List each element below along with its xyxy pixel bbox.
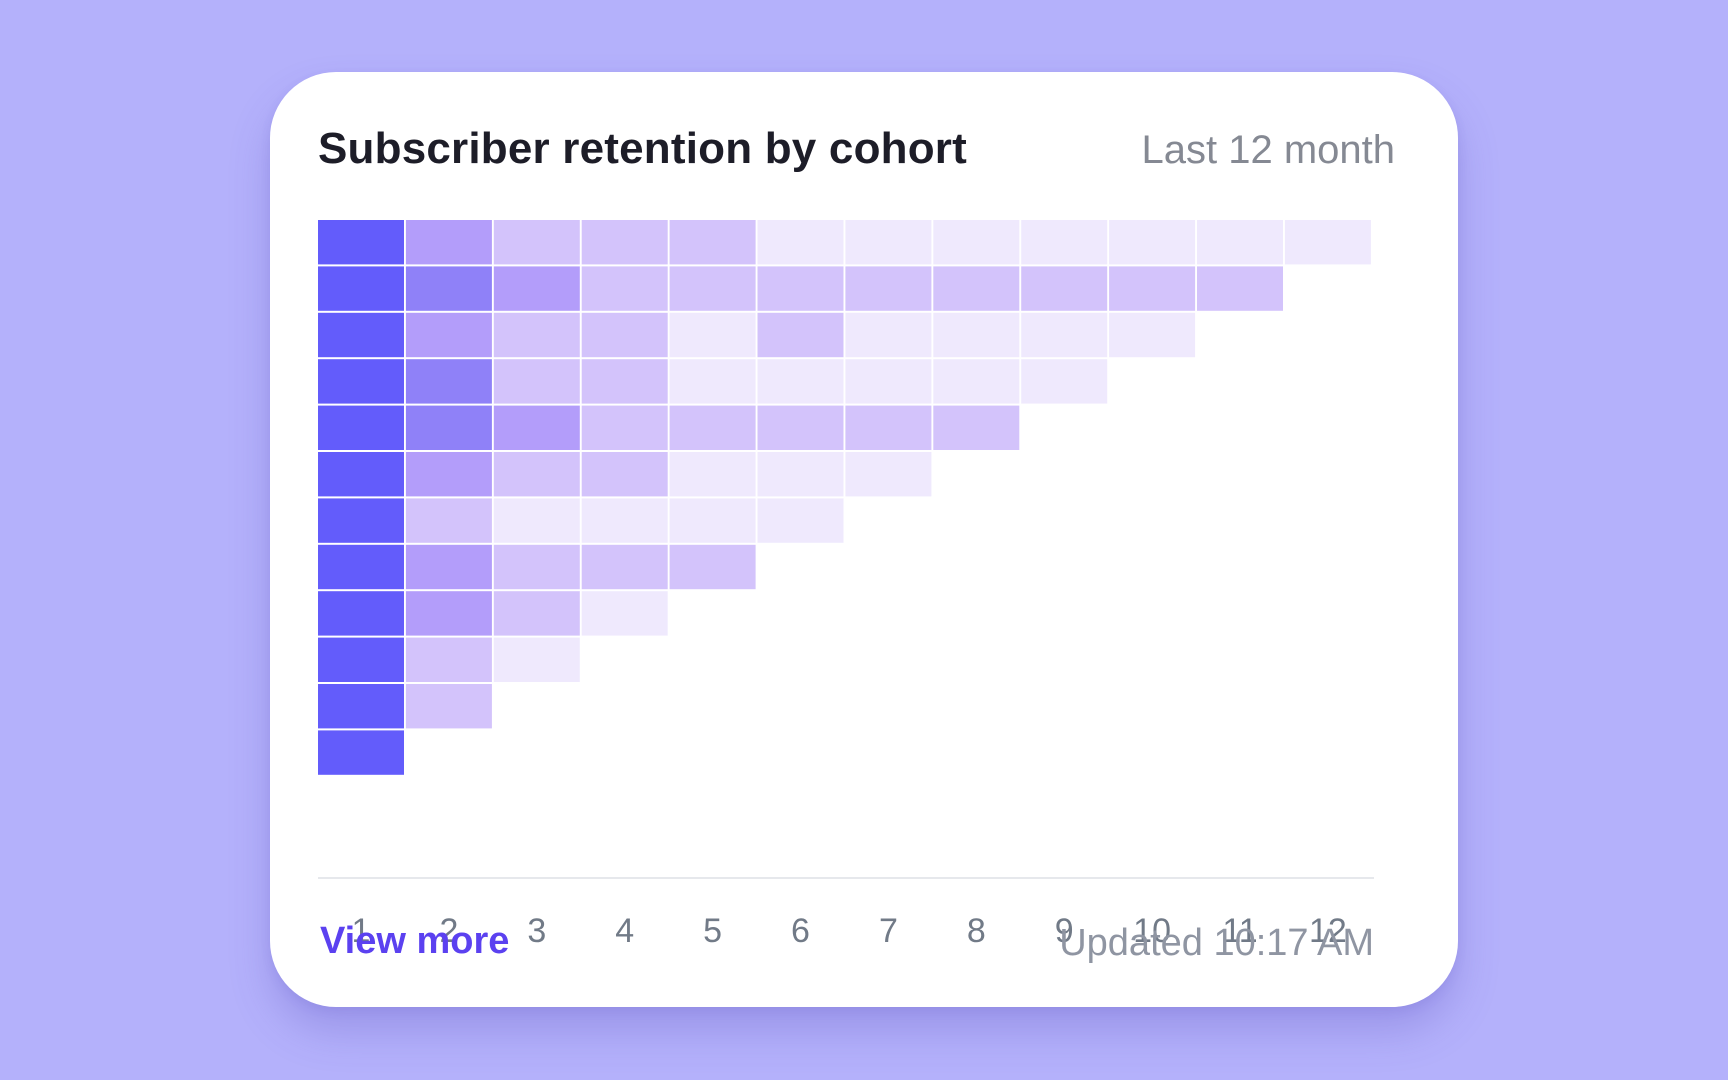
heatmap-cell (405, 359, 492, 404)
view-more-link[interactable]: View more (320, 920, 510, 962)
heatmap-cell (493, 591, 580, 636)
heatmap-cell (493, 544, 580, 590)
heatmap-cell (845, 220, 932, 265)
x-axis-tick-labels: 1 2 3 4 5 6 7 8 9 10 11 12 (352, 912, 1347, 950)
heatmap-cell (405, 684, 492, 729)
heatmap-cell (757, 220, 844, 265)
x-tick-label: 9 (1055, 912, 1074, 950)
heatmap-cell (581, 591, 668, 636)
heatmap-cell (1021, 220, 1108, 265)
heatmap-cell (318, 544, 404, 590)
heatmap-cell (493, 405, 580, 450)
heatmap-cell (845, 266, 932, 311)
card-title: Subscriber retention by cohort (318, 124, 967, 173)
heatmap-cell (405, 498, 492, 543)
heatmap-cell (757, 359, 844, 404)
heatmap-cell (1021, 312, 1108, 358)
heatmap-cell (1197, 266, 1283, 311)
heatmap-cell (581, 498, 668, 543)
heatmap-cell (493, 498, 580, 543)
heatmap-cell (581, 359, 668, 404)
x-tick-label: 1 (352, 912, 371, 950)
heatmap-cell (318, 312, 404, 358)
heatmap-cell (581, 405, 668, 450)
x-tick-label: 10 (1133, 912, 1171, 950)
x-tick-label: 3 (527, 912, 546, 950)
heatmap-cell (669, 498, 756, 543)
heatmap-cell (757, 405, 844, 450)
heatmap-cell (405, 637, 492, 682)
heatmap-cell (405, 220, 492, 265)
heatmap-cell (493, 220, 580, 265)
heatmap-cells (318, 220, 1371, 775)
heatmap-cell (318, 637, 404, 682)
heatmap-cell (757, 266, 844, 311)
heatmap-cell (1109, 220, 1196, 265)
updated-timestamp: Updated 10:17 AM (1059, 922, 1374, 964)
heatmap-cell (318, 498, 404, 543)
heatmap-cell (757, 452, 844, 497)
heatmap-cell (581, 220, 668, 265)
heatmap-cell (669, 452, 756, 497)
x-tick-label: 12 (1309, 912, 1347, 950)
heatmap-cell (1284, 220, 1371, 265)
heatmap-cell (669, 312, 756, 358)
heatmap-cell (405, 544, 492, 590)
heatmap-cell (493, 312, 580, 358)
heatmap-cell (1109, 266, 1196, 311)
heatmap-cell (405, 266, 492, 311)
heatmap-cell (318, 266, 404, 311)
heatmap-cell (493, 266, 580, 311)
heatmap-cell (933, 405, 1020, 450)
heatmap-cell (318, 591, 404, 636)
heatmap-cell (669, 544, 756, 590)
heatmap-cell (581, 266, 668, 311)
heatmap-cell (1021, 359, 1108, 404)
heatmap-cell (318, 405, 404, 450)
heatmap-cell (669, 359, 756, 404)
heatmap-cell (669, 266, 756, 311)
x-tick-label: 7 (879, 912, 898, 950)
heatmap-cell (318, 220, 404, 265)
heatmap-cell (669, 405, 756, 450)
heatmap-cell (405, 452, 492, 497)
retention-card: Subscriber retention by cohort Last 12 m… (270, 72, 1458, 1007)
x-tick-label: 11 (1222, 912, 1257, 950)
heatmap-cell (757, 498, 844, 543)
heatmap-cell (845, 405, 932, 450)
heatmap-cell (493, 637, 580, 682)
heatmap-cell (933, 266, 1020, 311)
x-tick-label: 5 (703, 912, 722, 950)
heatmap-cell (405, 312, 492, 358)
heatmap-cell (845, 312, 932, 358)
heatmap-cell (581, 312, 668, 358)
x-tick-label: 6 (791, 912, 810, 950)
heatmap-cell (581, 452, 668, 497)
heatmap-cell (318, 730, 404, 775)
period-label: Last 12 month (1141, 128, 1396, 172)
x-tick-label: 2 (439, 912, 458, 950)
heatmap-cell (669, 220, 756, 265)
heatmap-cell (405, 591, 492, 636)
heatmap-cell (318, 452, 404, 497)
heatmap-cell (1021, 266, 1108, 311)
heatmap-cell (318, 684, 404, 729)
heatmap-cell (493, 452, 580, 497)
x-tick-label: 8 (967, 912, 986, 950)
heatmap-cell (845, 359, 932, 404)
heatmap-cell (933, 359, 1020, 404)
heatmap-cell (933, 312, 1020, 358)
heatmap-cell (1109, 312, 1196, 358)
heatmap-cell (581, 544, 668, 590)
heatmap-cell (757, 312, 844, 358)
heatmap-cell (933, 220, 1020, 265)
heatmap-cell (318, 359, 404, 404)
heatmap-cell (493, 359, 580, 404)
x-tick-label: 4 (615, 912, 634, 950)
cohort-heatmap: 1 2 3 4 5 6 7 8 9 10 11 12 (318, 220, 1374, 950)
heatmap-cell (845, 452, 932, 497)
heatmap-cell (1197, 220, 1283, 265)
heatmap-cell (405, 405, 492, 450)
